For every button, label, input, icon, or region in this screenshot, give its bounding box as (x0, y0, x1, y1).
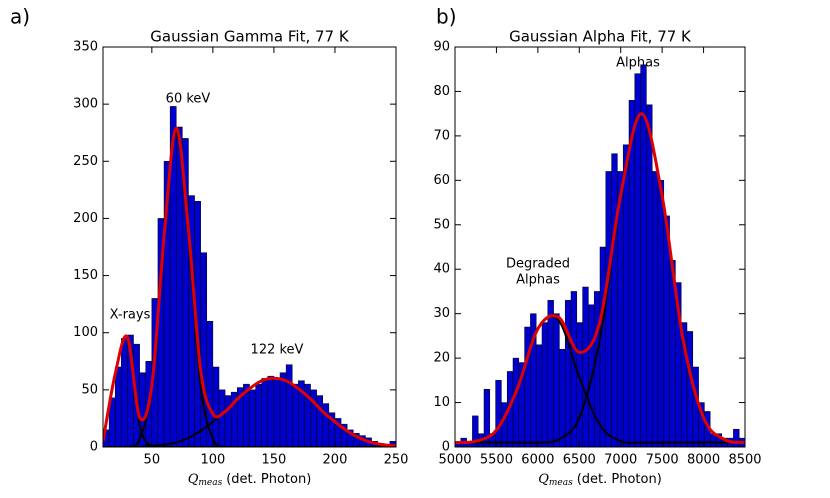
x-tick-label: 200 (323, 453, 348, 468)
bar (524, 326, 531, 447)
panel-label: b) (436, 5, 457, 29)
bar (663, 215, 670, 447)
y-tick-label: 80 (433, 84, 450, 99)
x-tick-label: 6000 (521, 453, 554, 468)
x-label-subscript: meas (198, 478, 222, 488)
bar (212, 366, 220, 447)
fit-curve (103, 126, 396, 447)
annotation: Degraded (506, 257, 570, 272)
x-label-text: (det. Photon) (577, 472, 662, 487)
bar (114, 366, 122, 447)
bar (512, 357, 520, 447)
y-tick-label: 300 (73, 97, 98, 112)
bar (495, 380, 502, 447)
bar (261, 378, 269, 447)
bar (599, 246, 607, 447)
bar (692, 366, 699, 447)
annotation: Alphas (616, 56, 660, 71)
bar (634, 73, 641, 447)
bar (547, 300, 554, 447)
x-tick-label: 8000 (687, 453, 720, 468)
annotation: Alphas (516, 273, 560, 288)
y-tick-label: 50 (81, 382, 98, 397)
bar (322, 403, 330, 447)
fit-curve (455, 112, 745, 445)
bar (535, 344, 543, 447)
y-tick-label: 200 (73, 211, 98, 226)
bar (541, 322, 549, 447)
bar (611, 153, 618, 447)
annotation: X-rays (110, 308, 151, 323)
x-axis-label: Qmeas (det. Photon) (188, 472, 312, 488)
x-tick-label: 50 (144, 453, 161, 468)
bar (218, 389, 226, 447)
annotation: 122 keV (251, 343, 304, 358)
bar (733, 428, 740, 447)
x-tick-label: 7000 (604, 453, 637, 468)
y-tick-label: 20 (433, 351, 450, 366)
annotation: 60 keV (166, 92, 211, 107)
y-tick-label: 10 (433, 395, 450, 410)
x-tick-label: 8500 (728, 453, 761, 468)
y-tick-label: 70 (433, 128, 450, 143)
bar (686, 331, 694, 447)
bar (651, 171, 659, 447)
bar (501, 402, 508, 447)
x-tick-label: 6500 (563, 453, 596, 468)
y-tick-label: 350 (73, 40, 98, 55)
y-tick-label: 100 (73, 325, 98, 340)
x-tick-label: 5500 (480, 453, 513, 468)
bar (224, 395, 232, 447)
y-tick-label: 50 (433, 217, 450, 232)
bar (176, 126, 183, 447)
bar (605, 171, 612, 447)
chart-title: Gaussian Alpha Fit, 77 K (509, 28, 692, 46)
bar (553, 313, 560, 447)
bar (483, 388, 491, 447)
x-axis-label: Qmeas (det. Photon) (538, 472, 662, 488)
y-tick-label: 150 (73, 268, 98, 283)
axes-frame (102, 46, 397, 448)
bar (267, 375, 275, 447)
bar (285, 364, 293, 447)
x-tick-label: 100 (200, 453, 225, 468)
x-label-subscript: meas (549, 478, 573, 488)
y-tick-label: 0 (90, 440, 98, 455)
axes-frame (454, 46, 746, 448)
bar (622, 144, 630, 447)
chart-title: Gaussian Gamma Fit, 77 K (150, 28, 350, 46)
bar (646, 104, 653, 447)
bar (582, 286, 589, 447)
y-tick-label: 60 (433, 173, 450, 188)
bar (291, 383, 299, 447)
bar (279, 372, 287, 447)
bar (559, 348, 566, 447)
x-tick-label: 5000 (438, 453, 471, 468)
y-tick-label: 40 (433, 262, 450, 277)
plot-area (455, 64, 745, 447)
plot-area (103, 106, 396, 447)
x-tick-label: 7500 (646, 453, 679, 468)
panel-label: a) (10, 5, 30, 29)
x-tick-label: 150 (262, 453, 287, 468)
x-label-symbol: Q (538, 472, 549, 487)
bar (255, 383, 262, 447)
bar (249, 389, 256, 447)
y-tick-label: 250 (73, 154, 98, 169)
x-tick-label: 250 (384, 453, 409, 468)
bar (316, 395, 324, 447)
bar (121, 338, 128, 447)
y-tick-label: 90 (433, 40, 450, 55)
bar (273, 378, 281, 447)
y-tick-label: 30 (433, 306, 450, 321)
x-label-text: (det. Photon) (226, 472, 311, 487)
y-tick-label: 0 (442, 440, 450, 455)
bar (564, 300, 572, 447)
bar (657, 180, 665, 447)
x-label-symbol: Q (188, 472, 199, 487)
